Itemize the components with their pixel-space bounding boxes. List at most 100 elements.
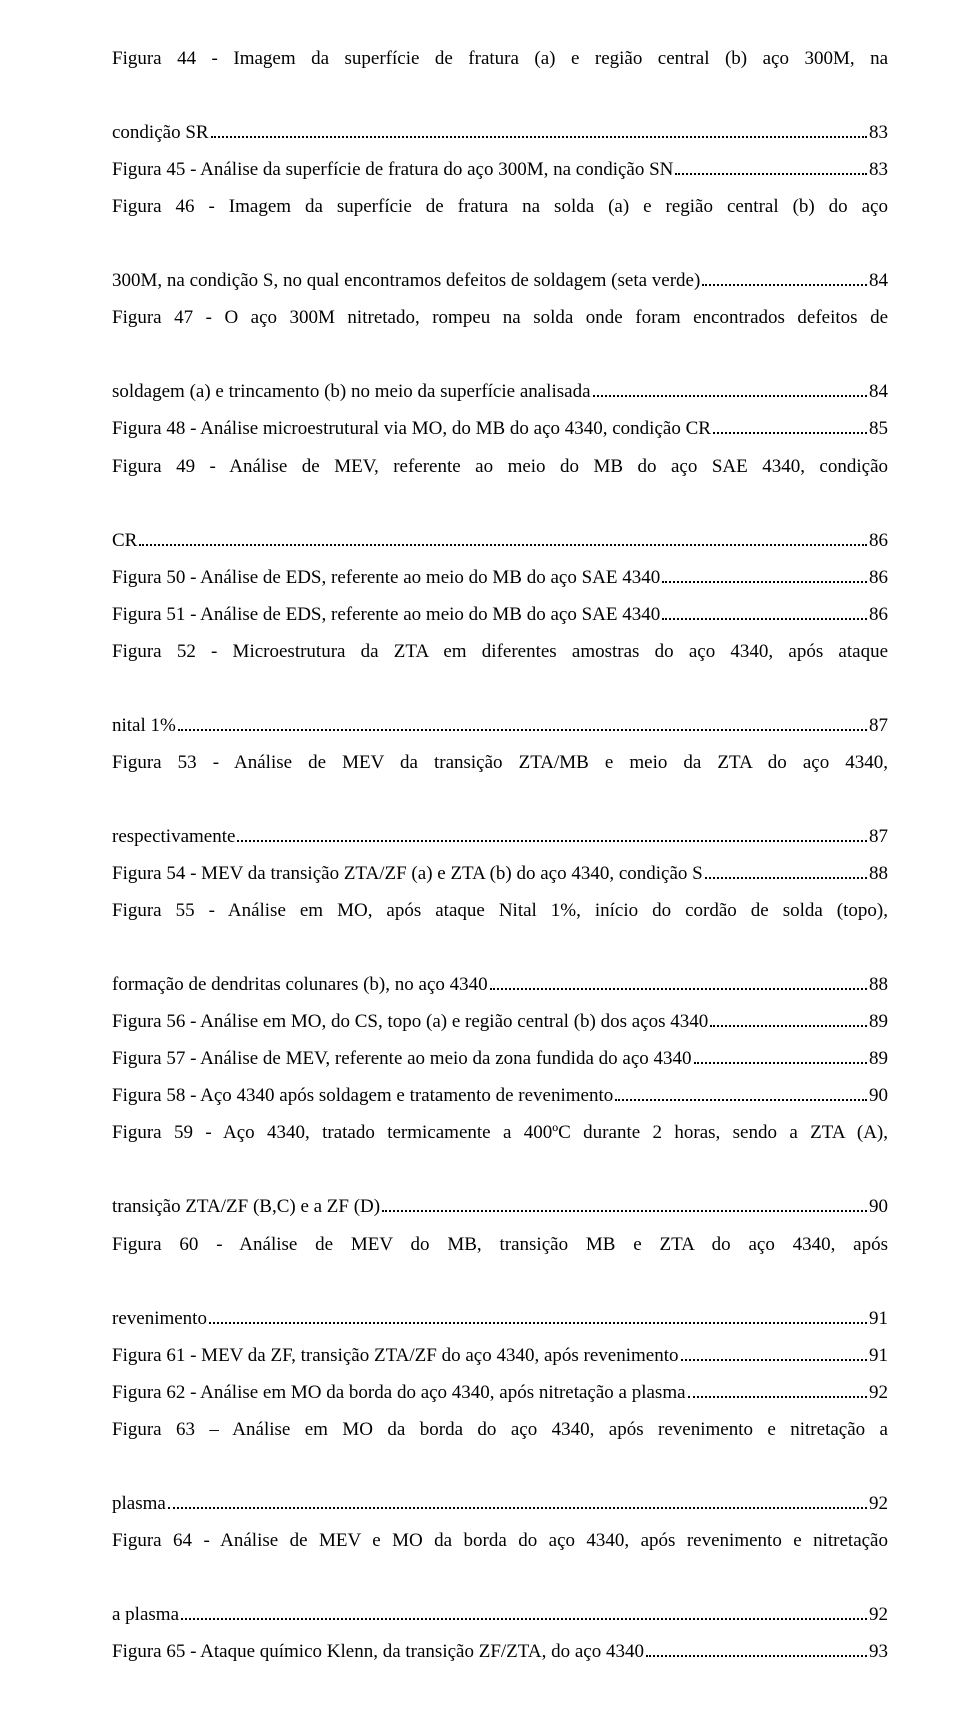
figure-entry: 300M, na condição S, no qual encontramos…: [112, 262, 888, 299]
figure-entry-line: Figura 59 - Aço 4340, tratado termicamen…: [112, 1114, 888, 1188]
figure-entry: transição ZTA/ZF (B,C) e a ZF (D) 90: [112, 1188, 888, 1225]
figure-entry-page: 88: [869, 855, 888, 892]
figure-entry: plasma 92: [112, 1485, 888, 1522]
figure-entry-label: condição SR: [112, 114, 209, 151]
figure-entry-line: Figura 60 - Análise de MEV do MB, transi…: [112, 1226, 888, 1300]
figure-entry-label: soldagem (a) e trincamento (b) no meio d…: [112, 373, 591, 410]
figure-entry-line: Figura 44 - Imagem da superfície de frat…: [112, 40, 888, 114]
leader-dots: [168, 1490, 867, 1509]
figure-entry: Figura 57 - Análise de MEV, referente ao…: [112, 1040, 888, 1077]
figure-entry-page: 91: [869, 1300, 888, 1337]
figure-entry-label: a plasma: [112, 1596, 179, 1633]
figure-entry: Figura 50 - Análise de EDS, referente ao…: [112, 559, 888, 596]
figure-entry-line: Figura 55 - Análise em MO, após ataque N…: [112, 892, 888, 966]
figure-entry-line: Figura 64 - Análise de MEV e MO da borda…: [112, 1522, 888, 1596]
figure-entry-line: Figura 53 - Análise de MEV da transição …: [112, 744, 888, 818]
leader-dots: [694, 1045, 868, 1064]
figure-entry: a plasma 92: [112, 1596, 888, 1633]
figure-entry-line: Figura 46 - Imagem da superfície de frat…: [112, 188, 888, 262]
figure-entry-page: 88: [869, 966, 888, 1003]
leader-dots: [209, 1305, 867, 1324]
figure-entry-page: 84: [869, 373, 888, 410]
figure-entry-label: respectivamente: [112, 818, 235, 855]
figure-entry-label: Figura 48 - Análise microestrutural via …: [112, 410, 711, 447]
figure-entry: Figura 61 - MEV da ZF, transição ZTA/ZF …: [112, 1337, 888, 1374]
figure-entry: Figura 45 - Análise da superfície de fra…: [112, 151, 888, 188]
figure-entry-line: Figura 52 - Microestrutura da ZTA em dif…: [112, 633, 888, 707]
figure-entry-line: Figura 63 – Análise em MO da borda do aç…: [112, 1411, 888, 1485]
figure-entry-page: 92: [869, 1596, 888, 1633]
leader-dots: [211, 119, 867, 138]
figure-entry-label: Figura 51 - Análise de EDS, referente ao…: [112, 596, 660, 633]
figure-entry-page: 86: [869, 522, 888, 559]
figure-entry-page: 90: [869, 1188, 888, 1225]
leader-dots: [681, 1342, 868, 1361]
figure-entry: respectivamente 87: [112, 818, 888, 855]
figure-entry-page: 89: [869, 1040, 888, 1077]
figure-entry-page: 87: [869, 818, 888, 855]
figure-entry-label: Figura 61 - MEV da ZF, transição ZTA/ZF …: [112, 1337, 679, 1374]
leader-dots: [593, 378, 868, 397]
figure-entry: Figura 51 - Análise de EDS, referente ao…: [112, 596, 888, 633]
figure-entry: Figura 65 - Ataque químico Klenn, da tra…: [112, 1633, 888, 1670]
leader-dots: [702, 267, 867, 286]
figure-entry-label: formação de dendritas colunares (b), no …: [112, 966, 488, 1003]
leader-dots: [615, 1082, 867, 1101]
leader-dots: [710, 1008, 867, 1027]
figure-entry: CR 86: [112, 522, 888, 559]
figure-entry-label: Figura 50 - Análise de EDS, referente ao…: [112, 559, 660, 596]
figure-entry-page: 90: [869, 1077, 888, 1114]
figure-entry-page: 83: [869, 114, 888, 151]
leader-dots: [646, 1638, 867, 1657]
figure-entry-page: 84: [869, 262, 888, 299]
list-of-figures: Figura 44 - Imagem da superfície de frat…: [112, 40, 888, 1670]
leader-dots: [139, 527, 867, 546]
figure-entry-label: revenimento: [112, 1300, 207, 1337]
figure-entry-page: 92: [869, 1374, 888, 1411]
leader-dots: [675, 156, 867, 175]
leader-dots: [181, 1601, 867, 1620]
figure-entry-label: Figura 57 - Análise de MEV, referente ao…: [112, 1040, 692, 1077]
figure-entry-page: 87: [869, 707, 888, 744]
figure-entry-page: 86: [869, 559, 888, 596]
figure-entry-label: Figura 56 - Análise em MO, do CS, topo (…: [112, 1003, 708, 1040]
figure-entry: formação de dendritas colunares (b), no …: [112, 966, 888, 1003]
figure-entry-page: 93: [869, 1633, 888, 1670]
figure-entry-label: Figura 62 - Análise em MO da borda do aç…: [112, 1374, 686, 1411]
figure-entry-label: Figura 58 - Aço 4340 após soldagem e tra…: [112, 1077, 613, 1114]
figure-entry-label: transição ZTA/ZF (B,C) e a ZF (D): [112, 1188, 380, 1225]
figure-entry-page: 85: [869, 410, 888, 447]
figure-entry: Figura 58 - Aço 4340 após soldagem e tra…: [112, 1077, 888, 1114]
leader-dots: [237, 823, 867, 842]
leader-dots: [662, 564, 867, 583]
figure-entry: Figura 56 - Análise em MO, do CS, topo (…: [112, 1003, 888, 1040]
figure-entry: Figura 48 - Análise microestrutural via …: [112, 410, 888, 447]
figure-entry-label: Figura 54 - MEV da transição ZTA/ZF (a) …: [112, 855, 703, 892]
figure-entry-page: 89: [869, 1003, 888, 1040]
figure-entry-label: Figura 65 - Ataque químico Klenn, da tra…: [112, 1633, 644, 1670]
figure-entry-label: plasma: [112, 1485, 166, 1522]
figure-entry-label: 300M, na condição S, no qual encontramos…: [112, 262, 700, 299]
leader-dots: [705, 860, 867, 879]
leader-dots: [688, 1379, 867, 1398]
figure-entry: revenimento 91: [112, 1300, 888, 1337]
figure-entry: soldagem (a) e trincamento (b) no meio d…: [112, 373, 888, 410]
leader-dots: [490, 971, 867, 990]
figure-entry-label: nital 1%: [112, 707, 176, 744]
figure-entry-label: CR: [112, 522, 137, 559]
figure-entry: condição SR 83: [112, 114, 888, 151]
figure-entry-page: 83: [869, 151, 888, 188]
leader-dots: [713, 415, 867, 434]
leader-dots: [382, 1193, 867, 1212]
figure-entry-line: Figura 47 - O aço 300M nitretado, rompeu…: [112, 299, 888, 373]
figure-entry: Figura 54 - MEV da transição ZTA/ZF (a) …: [112, 855, 888, 892]
figure-entry: nital 1% 87: [112, 707, 888, 744]
figure-entry-page: 91: [869, 1337, 888, 1374]
figure-entry-label: Figura 45 - Análise da superfície de fra…: [112, 151, 673, 188]
figure-entry-page: 92: [869, 1485, 888, 1522]
figure-entry-page: 86: [869, 596, 888, 633]
leader-dots: [662, 601, 867, 620]
leader-dots: [178, 712, 867, 731]
figure-entry: Figura 62 - Análise em MO da borda do aç…: [112, 1374, 888, 1411]
figure-entry-line: Figura 49 - Análise de MEV, referente ao…: [112, 448, 888, 522]
